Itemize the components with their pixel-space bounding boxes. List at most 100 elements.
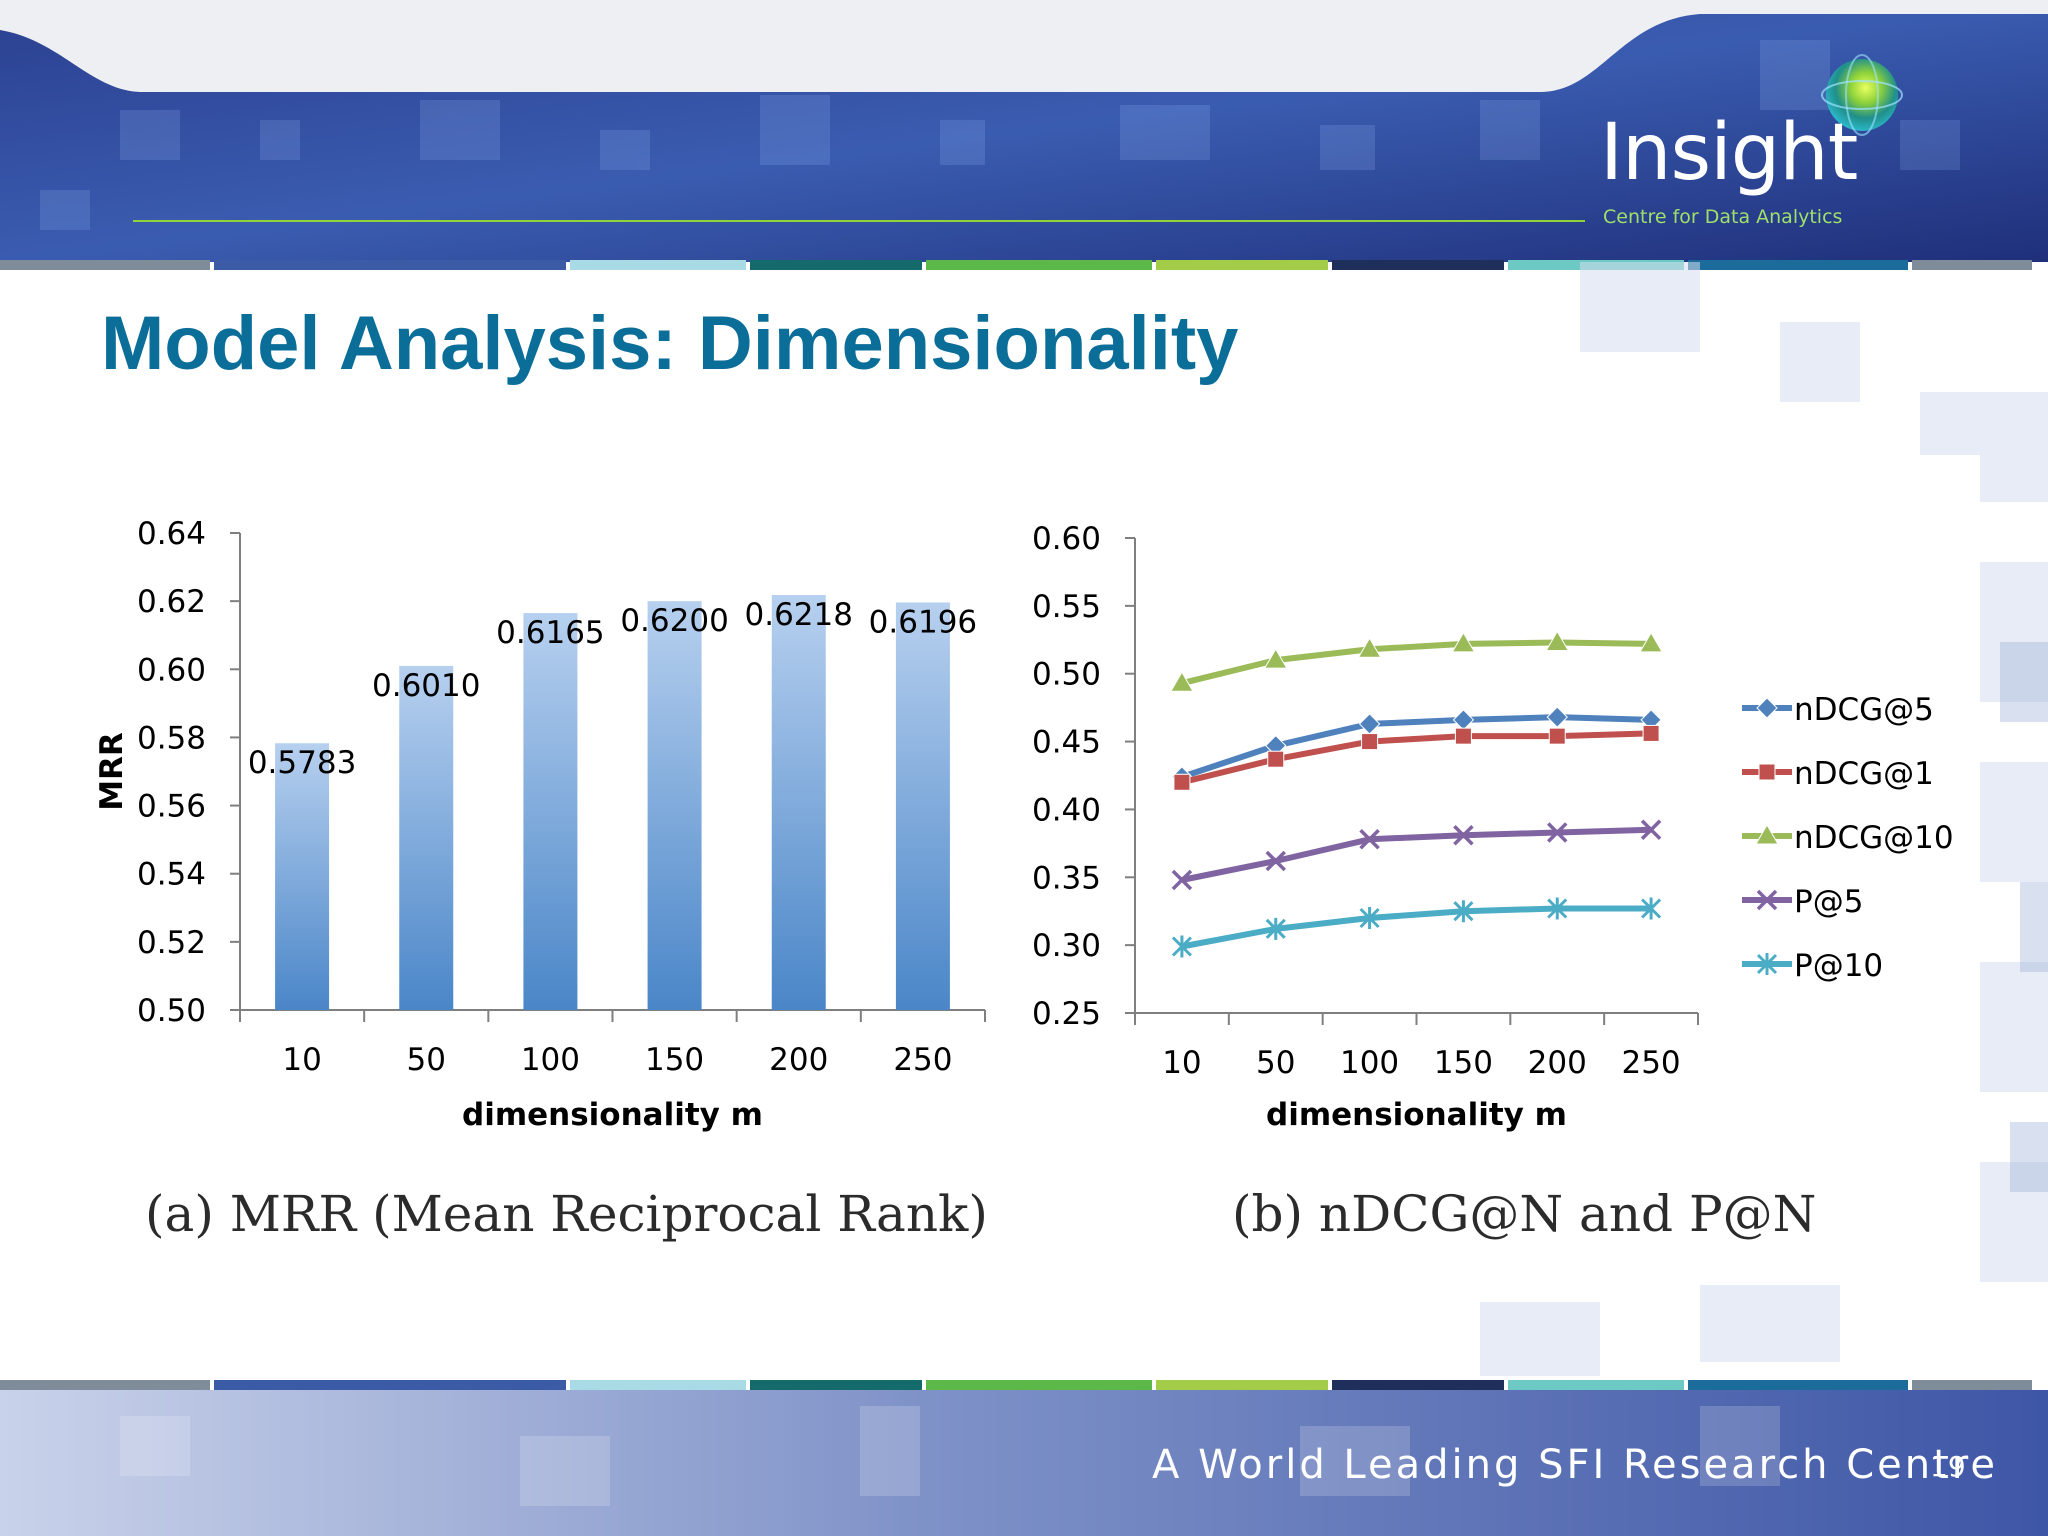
chart-panel [80, 455, 1980, 1285]
stripe-segment [214, 260, 566, 270]
header-banner [0, 0, 2048, 262]
marker-triangle [1545, 630, 1570, 651]
marker-star [1756, 953, 1778, 975]
data-label: 0.6010 [372, 668, 480, 704]
x-tick-label: 100 [1340, 1045, 1399, 1081]
bar [399, 665, 454, 1010]
stripe-segment [0, 260, 210, 270]
marker-triangle [1263, 648, 1288, 669]
x-axis-title: dimensionality m [462, 1097, 763, 1133]
data-label: 0.6196 [869, 605, 977, 641]
legend-label: nDCG@10 [1794, 820, 1954, 856]
marker-star [1453, 900, 1474, 923]
series-nDCG@10 [1170, 630, 1663, 692]
marker-x [1756, 889, 1778, 911]
series-line [1181, 639, 1652, 687]
stripe-segment [1912, 260, 2032, 270]
marker-star [1265, 917, 1286, 940]
bar [771, 595, 826, 1010]
y-tick-label: 0.56 [137, 789, 206, 825]
bar [275, 743, 330, 1010]
legend-label: P@10 [1794, 948, 1883, 984]
x-tick-label: 250 [1621, 1045, 1680, 1081]
marker-square [1454, 727, 1472, 745]
marker-triangle [1639, 631, 1663, 653]
logo-wordmark: Insight [1600, 108, 1858, 198]
stripe-segment [214, 1380, 566, 1390]
marker-diamond [1756, 697, 1778, 719]
legend-item: nDCG@10 [1742, 820, 1954, 856]
marker-star [1641, 897, 1662, 920]
ndcg-precision-line-chart: 0.60 0.55 0.50 0.45 0.40 0.35 0.30 0.25 10 50 100 1… [1032, 521, 1954, 1133]
y-tick-label: 0.64 [137, 516, 206, 552]
stripe-segment [926, 1380, 1152, 1390]
data-label: 0.6218 [745, 597, 853, 633]
marker-diamond [1358, 713, 1381, 735]
marker-triangle [1451, 631, 1476, 653]
marker-star [1171, 935, 1192, 958]
marker-square [1361, 733, 1379, 751]
footer-banner [0, 1390, 2048, 1536]
series-nDCG@1 [1173, 724, 1660, 791]
legend-item: P@5 [1742, 884, 1863, 920]
marker-square [1642, 724, 1660, 742]
y-tick-label: 0.55 [1032, 589, 1101, 625]
y-tick-label: 0.58 [137, 720, 206, 756]
x-tick-label: 50 [407, 1042, 446, 1078]
series-line [1181, 826, 1652, 883]
marker-diamond [1452, 709, 1475, 731]
series-P@5 [1171, 819, 1662, 891]
stripe-segment [1688, 1380, 1908, 1390]
stripe-segment [570, 260, 746, 270]
y-tick-label: 0.35 [1032, 860, 1101, 896]
y-tick-label: 0.30 [1032, 928, 1101, 964]
footer-tagline: A World Leading SFI Research Centre [1152, 1442, 1998, 1488]
x-tick-label: 10 [282, 1042, 321, 1078]
stripe-segment [0, 1380, 210, 1390]
legend: nDCG@5 nDCG@1 nDCG@10 P@5 P@10 [1742, 692, 1954, 984]
series-line [1181, 730, 1652, 786]
stripe-segment [1156, 1380, 1328, 1390]
data-label: 0.5783 [248, 745, 356, 781]
marker-square [1267, 750, 1285, 768]
marker-x [1453, 824, 1474, 846]
stripe-segment [1332, 1380, 1504, 1390]
marker-triangle [1170, 671, 1194, 692]
y-tick-label: 0.60 [1032, 521, 1101, 557]
legend-label: P@5 [1794, 884, 1863, 920]
stripe-segment [1156, 260, 1328, 270]
y-axis-title: MRR [94, 732, 130, 811]
y-tick-label: 0.50 [137, 993, 206, 1029]
marker-square [1758, 763, 1776, 781]
stripe-segment [750, 1380, 922, 1390]
marker-x [1359, 829, 1380, 850]
x-tick-label: 50 [1256, 1045, 1295, 1081]
globe-icon [1821, 54, 1903, 136]
caption-ndcg-precision: (b) nDCG@N and P@N [1232, 1185, 1817, 1243]
series-line [1180, 714, 1652, 780]
marker-triangle [1357, 637, 1382, 658]
marker-triangle [1755, 824, 1779, 845]
x-tick-label: 100 [521, 1042, 580, 1078]
y-tick-label: 0.50 [1032, 657, 1101, 693]
bar [523, 613, 578, 1010]
x-tick-label: 150 [1434, 1045, 1493, 1081]
marker-diamond [1546, 706, 1568, 728]
x-axis-title: dimensionality m [1266, 1097, 1567, 1133]
stripe-segment [1688, 260, 1908, 270]
y-tick-label: 0.62 [137, 584, 206, 620]
x-tick-label: 150 [645, 1042, 704, 1078]
marker-square [1173, 773, 1191, 791]
x-tick-label: 10 [1162, 1045, 1201, 1081]
y-tick-label: 0.52 [137, 925, 206, 961]
y-tick-label: 0.60 [137, 652, 206, 688]
logo-subtitle: Centre for Data Analytics [1603, 206, 1843, 228]
x-tick-label: 200 [1528, 1045, 1587, 1081]
data-label: 0.6200 [620, 603, 728, 639]
x-tick-label: 200 [769, 1042, 828, 1078]
color-stripe-top [0, 260, 2048, 270]
mrr-bar-chart: 0.64 0.62 0.60 0.58 0.56 0.54 0.52 0.50 0.5783 10… [94, 516, 986, 1133]
bar [895, 602, 950, 1010]
data-label: 0.6165 [496, 615, 604, 651]
y-tick-label: 0.45 [1032, 725, 1101, 761]
